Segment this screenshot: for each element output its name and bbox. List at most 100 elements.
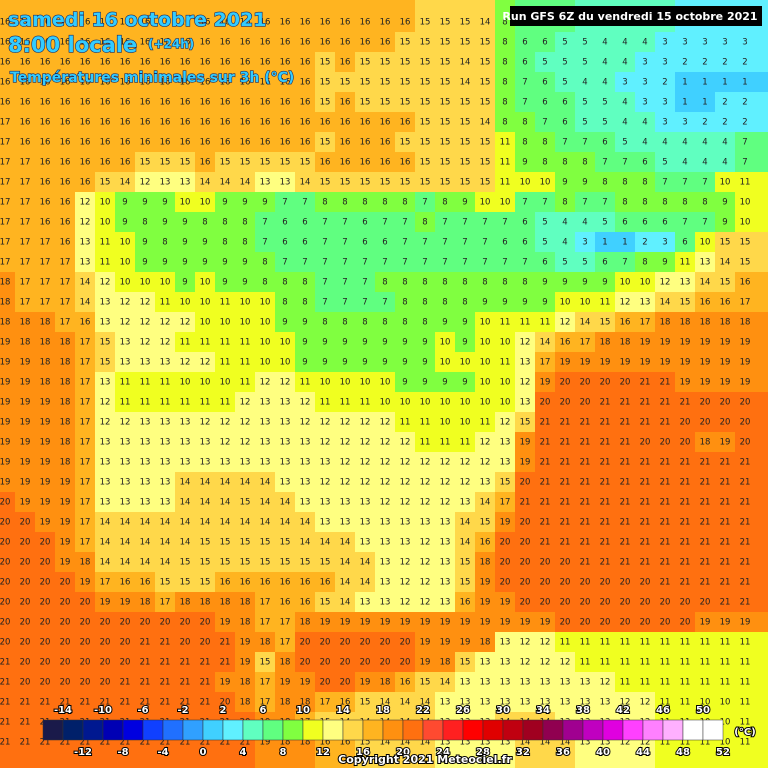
- value: 16: [200, 118, 211, 128]
- value: 10: [440, 358, 451, 368]
- cell: [15, 332, 35, 352]
- value: 9: [242, 278, 247, 288]
- cell: [415, 192, 435, 212]
- cell: [495, 152, 515, 172]
- value: 14: [100, 538, 111, 548]
- value: 8: [422, 278, 427, 288]
- value: 16: [160, 118, 171, 128]
- cell: [615, 52, 635, 72]
- value: 9: [462, 338, 467, 348]
- value: 13: [640, 298, 651, 308]
- value: 11: [100, 258, 111, 268]
- cell: [675, 192, 695, 212]
- value: 12: [100, 418, 111, 428]
- value: 9: [242, 258, 247, 268]
- value: 13: [240, 458, 251, 468]
- colorbar-swatch: [442, 719, 464, 741]
- cell: [375, 0, 395, 32]
- cell: [535, 192, 555, 212]
- value: 16: [240, 138, 251, 148]
- value: 20: [60, 678, 71, 688]
- value: 20: [0, 558, 10, 568]
- value: 8: [322, 198, 327, 208]
- cell: [375, 112, 395, 132]
- value: 15: [200, 578, 211, 588]
- value: 15: [240, 158, 251, 168]
- cell: [415, 32, 435, 52]
- value: 8: [462, 278, 467, 288]
- cell: [155, 192, 175, 212]
- cell: [515, 292, 535, 312]
- value: 16: [280, 598, 291, 608]
- cell: [235, 172, 255, 192]
- value: 16: [200, 98, 211, 108]
- value: 16: [0, 58, 10, 68]
- value: 21: [620, 558, 631, 568]
- value: 9: [522, 158, 527, 168]
- value: 16: [80, 178, 91, 188]
- value: 20: [680, 618, 691, 628]
- value: 7: [482, 258, 487, 268]
- value: 21: [600, 398, 611, 408]
- cell: [15, 52, 35, 72]
- cell: [135, 72, 155, 92]
- value: 21: [140, 678, 151, 688]
- cell: [195, 252, 215, 272]
- value: 20: [20, 658, 31, 668]
- value: 12: [420, 538, 431, 548]
- value: 18: [700, 438, 711, 448]
- value: 15: [440, 38, 451, 48]
- value: 7: [262, 218, 267, 228]
- cell: [495, 72, 515, 92]
- value: 11: [640, 658, 651, 668]
- cell: [15, 192, 35, 212]
- cell: [395, 0, 415, 32]
- value: 15: [320, 598, 331, 608]
- value: 11: [680, 258, 691, 268]
- value: 6: [602, 138, 607, 148]
- value: 12: [100, 398, 111, 408]
- cell: [395, 272, 415, 292]
- colorbar-swatch: [482, 719, 504, 741]
- value: 10: [500, 198, 511, 208]
- cell: [215, 292, 235, 312]
- cell: [635, 272, 655, 292]
- cell: [275, 272, 295, 292]
- value: 10: [700, 238, 711, 248]
- value: 16: [280, 118, 291, 128]
- cell: [535, 32, 555, 52]
- cell: [535, 292, 555, 312]
- cell: [315, 252, 335, 272]
- cell: [35, 312, 55, 332]
- value: 20: [80, 638, 91, 648]
- cell: [0, 152, 15, 172]
- value: 16: [100, 158, 111, 168]
- value: 9: [282, 318, 287, 328]
- value: 20: [120, 618, 131, 628]
- value: 15: [420, 18, 431, 28]
- value: 14: [120, 558, 131, 568]
- value: 13: [480, 478, 491, 488]
- value: 17: [580, 338, 591, 348]
- cell: [195, 232, 215, 252]
- value: 3: [682, 118, 687, 128]
- value: 16: [80, 158, 91, 168]
- value: 12: [80, 198, 91, 208]
- value: 16: [140, 58, 151, 68]
- value: 9: [522, 298, 527, 308]
- value: 8: [242, 238, 247, 248]
- cell: [95, 292, 115, 312]
- value: 20: [600, 598, 611, 608]
- cell: [375, 292, 395, 312]
- value: 14: [300, 178, 311, 188]
- value: 16: [40, 118, 51, 128]
- value: 17: [0, 258, 10, 268]
- cell: [35, 52, 55, 72]
- value: 17: [100, 578, 111, 588]
- value: 11: [580, 638, 591, 648]
- value: 8: [562, 158, 567, 168]
- value: 14: [160, 538, 171, 548]
- value: 10: [200, 298, 211, 308]
- cell: [355, 112, 375, 132]
- cell: [355, 292, 375, 312]
